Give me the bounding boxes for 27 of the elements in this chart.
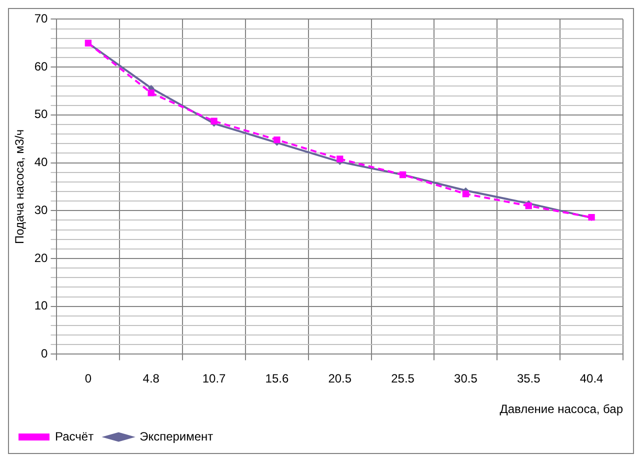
- x-tick-label: 0: [84, 372, 92, 386]
- x-tick-label: 40.4: [580, 372, 604, 386]
- legend-label: Расчёт: [55, 429, 94, 444]
- y-tick-label: 40: [34, 155, 48, 170]
- x-tick-label: 20.5: [328, 372, 352, 386]
- point: [210, 118, 218, 124]
- y-axis-title: Подача насоса, м3/ч: [12, 129, 27, 244]
- y-tick-label: 50: [34, 107, 48, 122]
- x-tick-label: 25.5: [391, 372, 415, 386]
- y-tick-label: 20: [34, 250, 48, 265]
- point: [148, 90, 154, 96]
- x-tick-label: 10.7: [202, 372, 226, 386]
- x-tick-label: 4.8: [142, 372, 160, 386]
- point: [336, 156, 344, 162]
- y-tick-label: 30: [34, 202, 48, 217]
- x-tick-label: 35.5: [516, 372, 541, 386]
- point: [462, 190, 470, 198]
- y-tick-label: 10: [34, 298, 48, 313]
- x-tick-label: 15.6: [265, 372, 289, 386]
- point: [525, 202, 532, 210]
- legend-label: Эксперимент: [140, 429, 214, 444]
- y-tick-label: 60: [34, 59, 48, 74]
- x-tick-label: 30.5: [454, 372, 478, 386]
- y-tick-label: 70: [34, 12, 48, 26]
- x-axis-title: Давление насоса, бар: [500, 402, 624, 416]
- y-tick-label: 0: [41, 346, 48, 361]
- point: [274, 136, 280, 144]
